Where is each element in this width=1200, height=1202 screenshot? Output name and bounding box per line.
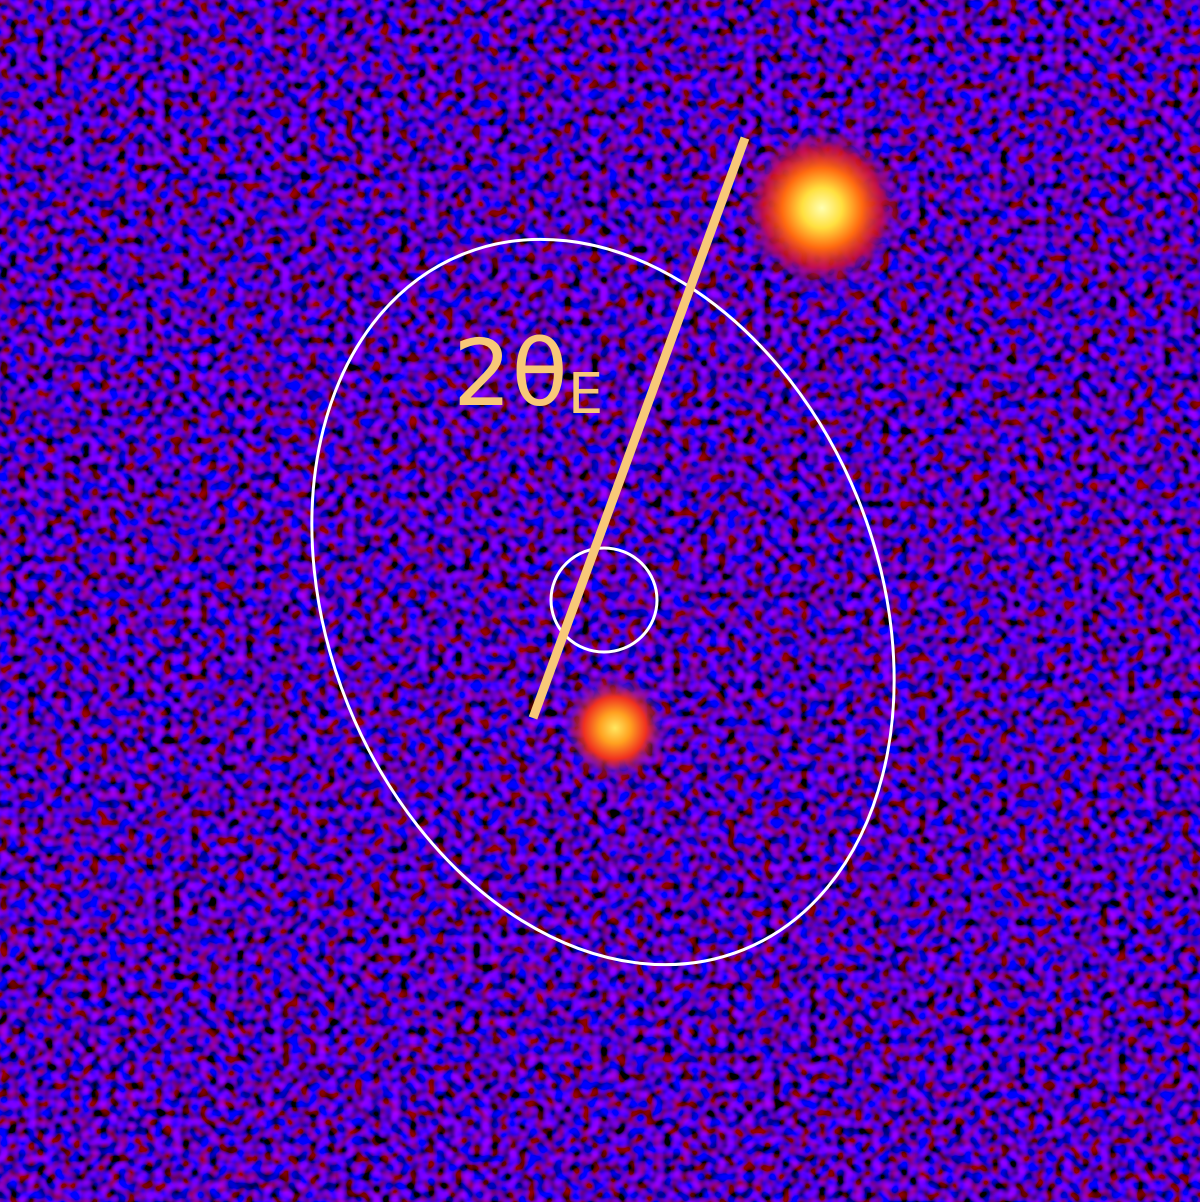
annotation-subscript: E <box>568 362 603 427</box>
faint-source <box>563 676 667 780</box>
annotation-text: 2θ <box>453 320 568 427</box>
sky-image: 2θE <box>0 0 1200 1202</box>
noise-field <box>8 4 1200 1202</box>
bright-source <box>742 128 902 288</box>
page: 2θE (() => { const data = JSON.parse(doc… <box>0 0 1200 1202</box>
